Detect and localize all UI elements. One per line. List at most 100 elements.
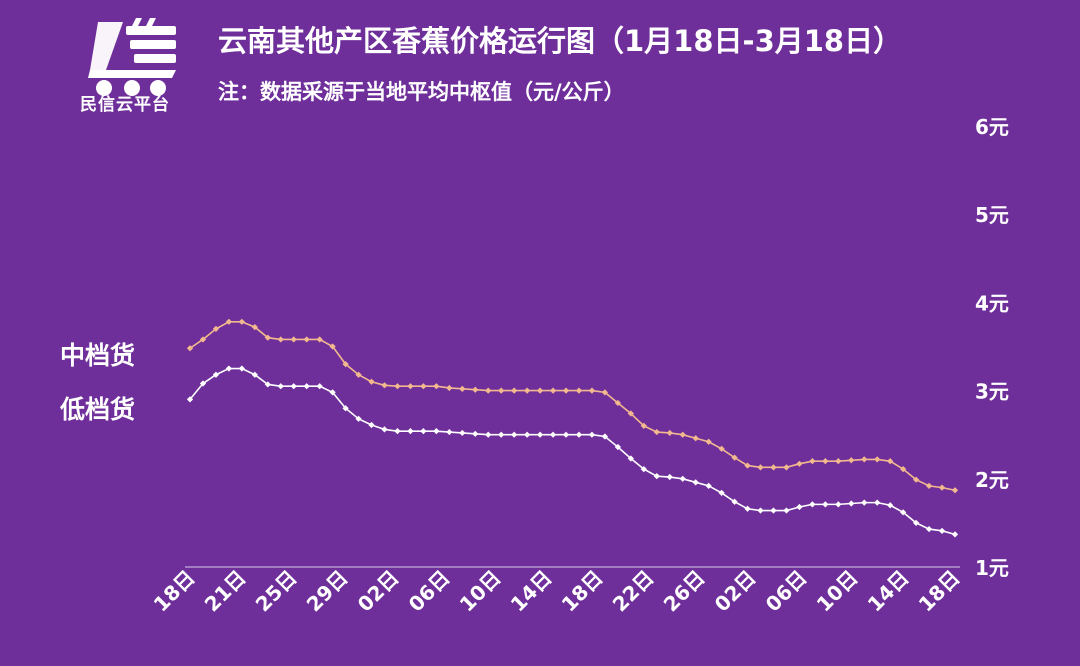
delivery-cart-logo-icon	[78, 12, 198, 112]
data-point	[433, 428, 440, 435]
x-tick-label: 02日	[353, 566, 404, 617]
data-point	[692, 479, 699, 486]
data-point	[433, 383, 440, 390]
data-point	[485, 431, 492, 438]
data-point	[900, 465, 907, 473]
data-point	[238, 365, 245, 372]
x-tick-label: 18日	[149, 566, 200, 617]
x-tick-label: 21日	[200, 566, 251, 617]
data-point	[692, 435, 699, 442]
data-point	[316, 336, 323, 343]
data-point	[809, 501, 816, 508]
data-point	[575, 387, 583, 394]
data-point	[238, 318, 245, 325]
y-tick-label: 2元	[975, 468, 1009, 492]
data-point	[264, 381, 271, 388]
data-point	[925, 482, 933, 489]
data-point	[381, 382, 388, 389]
data-point	[925, 525, 933, 533]
data-point	[588, 387, 596, 394]
x-tick-label: 10日	[812, 566, 863, 617]
legend-low-grade: 低档货	[60, 395, 136, 424]
data-point	[459, 429, 466, 437]
data-point	[783, 507, 790, 514]
data-point	[822, 501, 829, 508]
data-point	[355, 415, 362, 422]
data-point	[277, 336, 284, 343]
data-point	[938, 527, 946, 534]
data-point	[251, 323, 258, 331]
y-tick-label: 3元	[975, 380, 1009, 404]
x-tick-label: 18日	[557, 566, 608, 617]
data-point	[938, 484, 946, 491]
data-point	[407, 383, 414, 390]
data-point	[225, 365, 233, 372]
data-point	[783, 464, 790, 471]
x-tick-label: 14日	[506, 566, 557, 617]
data-point	[368, 378, 375, 385]
data-point	[731, 454, 738, 461]
data-point	[277, 383, 284, 390]
data-point	[511, 387, 518, 394]
data-point	[251, 371, 258, 378]
data-point	[225, 318, 233, 325]
y-tick-label: 1元	[975, 556, 1009, 580]
data-point	[536, 431, 544, 438]
data-point	[420, 383, 427, 390]
data-point	[394, 383, 401, 390]
data-point	[653, 428, 660, 436]
chart-subtitle: 注：数据采源于当地平均中枢值（元/公斤）	[218, 80, 625, 104]
data-point	[342, 405, 349, 412]
data-point	[303, 383, 310, 390]
data-point	[951, 487, 959, 494]
x-tick-label: 02日	[710, 566, 761, 617]
data-point	[601, 433, 609, 440]
data-point	[342, 361, 349, 368]
data-point	[757, 507, 764, 514]
chart-title: 云南其他产区香蕉价格运行图（1月18日-3月18日）	[218, 24, 903, 58]
data-point	[472, 386, 479, 393]
data-point	[420, 428, 427, 435]
data-point	[562, 431, 570, 438]
data-point	[731, 498, 738, 505]
x-tick-label: 22日	[608, 566, 659, 617]
data-point	[290, 383, 297, 390]
y-tick-label: 4元	[975, 291, 1009, 315]
data-point	[705, 438, 712, 445]
data-point	[874, 499, 881, 506]
x-tick-label: 14日	[863, 566, 914, 617]
data-point	[329, 389, 336, 396]
data-point	[640, 465, 647, 473]
data-point	[316, 383, 323, 390]
x-tick-label: 18日	[914, 566, 965, 617]
data-point	[951, 531, 959, 538]
series-line-1	[189, 367, 956, 536]
data-point	[653, 473, 660, 480]
data-point	[835, 501, 842, 508]
data-point	[394, 428, 401, 435]
y-tick-label: 5元	[975, 203, 1009, 227]
data-point	[770, 507, 777, 514]
data-point	[459, 385, 466, 392]
data-point	[498, 387, 505, 394]
data-point	[381, 426, 388, 433]
data-point	[485, 387, 492, 394]
data-point	[368, 421, 375, 429]
logo-text: 民信云平台	[80, 95, 170, 115]
data-point	[912, 519, 920, 527]
data-point	[446, 428, 453, 436]
data-point	[407, 428, 414, 435]
data-point	[355, 371, 362, 378]
data-point	[666, 473, 673, 481]
x-tick-label: 29日	[302, 566, 353, 617]
data-point	[303, 336, 310, 343]
series-line-0	[189, 321, 956, 492]
data-point	[848, 457, 855, 464]
data-point	[679, 475, 686, 482]
data-point	[588, 431, 596, 438]
data-point	[549, 431, 557, 438]
y-tick-label: 6元	[975, 115, 1009, 139]
x-tick-label: 06日	[404, 566, 455, 617]
data-point	[498, 431, 505, 438]
